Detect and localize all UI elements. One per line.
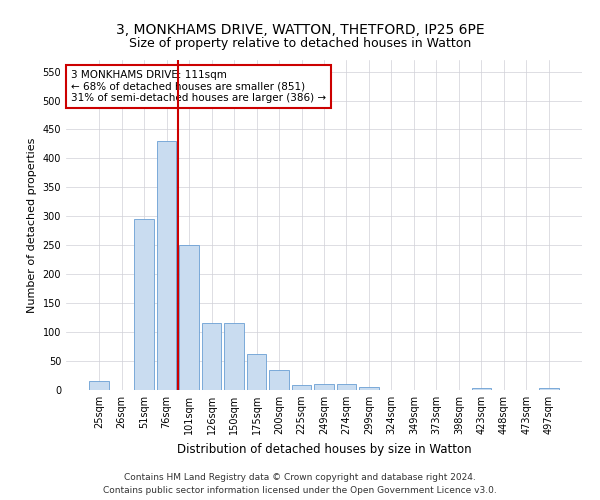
Bar xyxy=(359,387,379,390)
Text: 3 MONKHAMS DRIVE: 111sqm
← 68% of detached houses are smaller (851)
31% of semi-: 3 MONKHAMS DRIVE: 111sqm ← 68% of detach… xyxy=(71,70,326,103)
Bar xyxy=(337,384,356,390)
Bar xyxy=(292,386,311,390)
Text: Size of property relative to detached houses in Watton: Size of property relative to detached ho… xyxy=(129,38,471,51)
Text: Contains HM Land Registry data © Crown copyright and database right 2024.
Contai: Contains HM Land Registry data © Crown c… xyxy=(103,474,497,495)
Bar xyxy=(269,370,289,390)
Text: 3, MONKHAMS DRIVE, WATTON, THETFORD, IP25 6PE: 3, MONKHAMS DRIVE, WATTON, THETFORD, IP2… xyxy=(116,22,484,36)
Bar xyxy=(202,324,221,390)
Bar xyxy=(314,384,334,390)
Bar xyxy=(247,354,266,390)
Bar xyxy=(179,246,199,390)
Bar xyxy=(134,219,154,390)
Bar xyxy=(157,141,176,390)
Bar xyxy=(89,382,109,390)
Bar xyxy=(224,324,244,390)
Y-axis label: Number of detached properties: Number of detached properties xyxy=(27,138,37,312)
Bar xyxy=(472,388,491,390)
Bar xyxy=(539,388,559,390)
X-axis label: Distribution of detached houses by size in Watton: Distribution of detached houses by size … xyxy=(176,442,472,456)
